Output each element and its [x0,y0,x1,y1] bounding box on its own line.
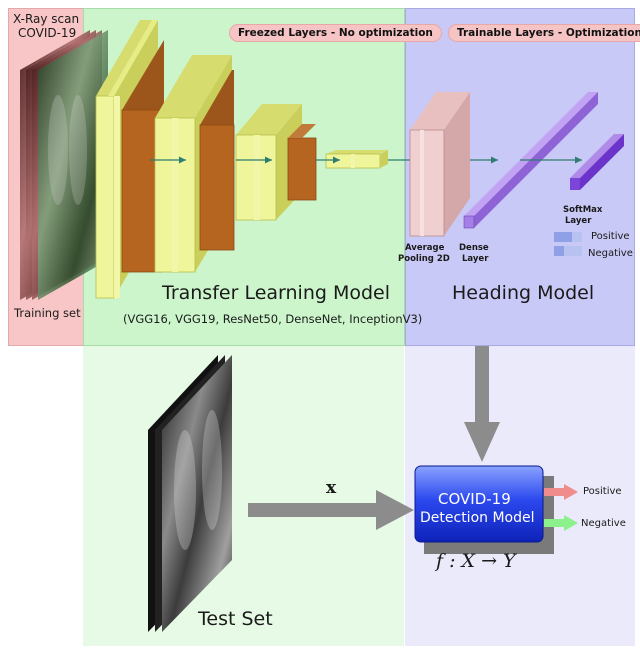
softmax-positive-label: Positive [591,231,630,242]
transfer-model-subtitle: (VGG16, VGG19, ResNet50, DenseNet, Incep… [123,312,423,326]
detection-model-box [414,465,544,543]
conv-block-1 [95,20,164,299]
bottom-green-area [83,346,404,646]
test-xray-stack [148,355,232,632]
softmax-label-line2: Layer [565,216,592,226]
test-set-label: Test Set [198,608,273,630]
flatten-block [325,150,388,169]
conv-block-2 [154,55,235,273]
test-input-arrow [248,490,414,530]
freezed-layers-badge: Freezed Layers - No optimization [229,24,442,42]
heading-to-detector-arrow [464,346,500,462]
training-xray-stack [20,30,108,300]
output-positive-label: Positive [583,486,622,497]
negative-output-arrow [544,515,578,531]
detector-label-line1: COVID-19 [438,490,511,508]
x-input-label: x [326,478,337,498]
detector-formula: f : X → Y [436,550,516,572]
avg-pool-label-line2: Pooling 2D [398,254,450,264]
heading-model-title: Heading Model [452,282,595,304]
softmax-negative-label: Negative [588,248,633,259]
output-negative-label: Negative [581,518,626,529]
transfer-model-title: Transfer Learning Model [162,282,391,304]
dense-label-line2: Layer [462,254,489,264]
conv-block-3 [235,104,317,221]
softmax-layer [570,134,624,190]
softmax-output-bars [554,232,582,256]
detector-label-line2: Detection Model [420,510,535,526]
training-set-label: Training set [14,306,81,320]
avg-pool-label-line1: Average [405,243,445,253]
softmax-label-line1: SoftMax [563,205,603,215]
xray-title-line1: X-Ray scan [13,12,80,26]
average-pooling-layer [409,92,470,237]
dense-label-line1: Dense [459,243,489,253]
trainable-layers-badge: Trainable Layers - Optimization [448,24,640,42]
xray-title-line2: COVID-19 [18,26,77,40]
positive-output-arrow [544,484,578,500]
